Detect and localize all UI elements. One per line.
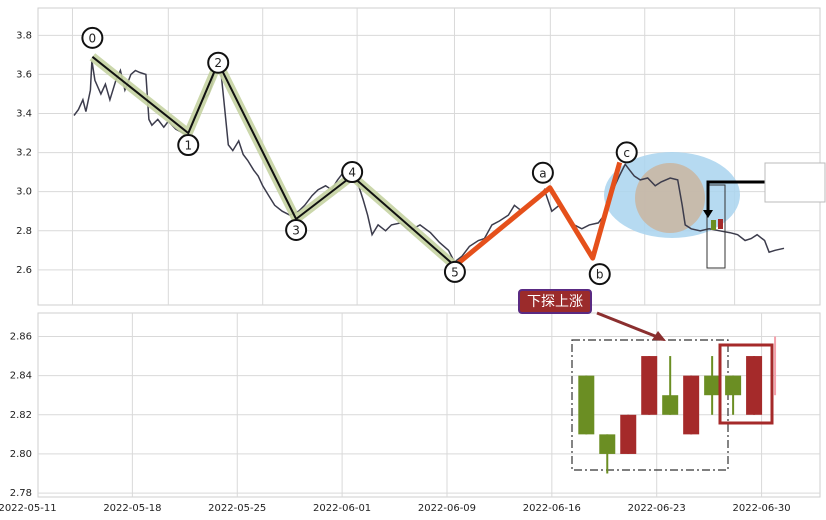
wave-label-circle — [207, 51, 230, 74]
y-tick-label: 2.80 — [10, 449, 32, 460]
y-tick-label: 3.4 — [16, 109, 32, 120]
x-tick-label: 2022-06-30 — [733, 503, 791, 514]
small-box — [706, 184, 726, 269]
image-box — [764, 162, 826, 203]
wave-label: c — [623, 146, 630, 160]
wave-label: 0 — [89, 31, 97, 45]
top-panel: 2.6 2.8 3.0 3.2 3.4 3.6 3.8 0 1 2 3 4 5 a b c — [16, 7, 826, 306]
candle-body — [725, 375, 742, 396]
candle-body — [704, 375, 721, 396]
price-line — [73, 58, 785, 264]
impulse-wave — [91, 56, 456, 267]
wave-label-circle — [615, 141, 638, 164]
y-tick-label: 3.6 — [16, 69, 32, 80]
wave-label: a — [539, 166, 546, 180]
y-tick-label: 2.82 — [10, 410, 32, 421]
y-tick-label: 2.84 — [10, 371, 32, 382]
highlight-circle — [635, 163, 705, 233]
candle-body — [641, 356, 658, 415]
y-tick-label: 2.78 — [10, 488, 32, 499]
candle-body — [578, 375, 595, 435]
wave-label-circle — [285, 219, 308, 242]
wave-label: b — [596, 268, 604, 282]
candle-body — [662, 395, 679, 415]
x-tick-label: 2022-05-11 — [0, 503, 57, 514]
annotation: 下探上涨 — [527, 294, 583, 310]
annotation-arrow — [596, 311, 661, 340]
correction-wave — [453, 161, 623, 268]
bottom-panel: 2.78 2.80 2.82 2.84 2.86 2022-05-11 2022-05-18… — [0, 289, 821, 514]
y-tick-label: 2.86 — [10, 331, 32, 342]
wave-label-circle — [177, 134, 200, 157]
y-tick-label: 3.0 — [16, 187, 32, 198]
wave-label-circle — [531, 161, 554, 184]
wave-label: 3 — [292, 224, 300, 238]
wave-label-circle — [341, 161, 364, 184]
wave-label: 5 — [451, 265, 459, 279]
y-tick-label: 2.8 — [16, 226, 32, 237]
candle-body — [599, 434, 616, 454]
mini-candle — [711, 220, 716, 230]
wave-label-circle — [588, 263, 611, 286]
plot-frame — [37, 7, 821, 306]
candle-body — [746, 356, 763, 415]
arrow-head — [703, 210, 713, 218]
annotation-box — [518, 289, 592, 314]
candle-body — [683, 375, 700, 435]
y-tick-label: 3.8 — [16, 30, 32, 41]
candle-body — [620, 414, 637, 454]
wave-label: 2 — [214, 56, 222, 70]
x-tick-label: 2022-05-18 — [103, 503, 161, 514]
x-tick-label: 2022-05-25 — [208, 503, 266, 514]
x-tick-label: 2022-06-16 — [523, 503, 581, 514]
y-tick-label: 3.2 — [16, 148, 32, 159]
y-tick-label: 2.6 — [16, 265, 32, 276]
mini-candle — [718, 219, 723, 229]
highlight-box — [718, 343, 774, 425]
annotation-arrow-head — [652, 331, 666, 341]
wave-label-circle — [81, 26, 104, 49]
arrow — [706, 180, 765, 212]
x-tick-label: 2022-06-01 — [313, 503, 371, 514]
wave-label-circle — [443, 260, 466, 283]
x-tick-label: 2022-06-09 — [418, 503, 476, 514]
dashed-box — [571, 339, 729, 471]
wave-label: 1 — [184, 139, 192, 153]
x-tick-label: 2022-06-23 — [628, 503, 686, 514]
wave-label: 4 — [348, 166, 356, 180]
